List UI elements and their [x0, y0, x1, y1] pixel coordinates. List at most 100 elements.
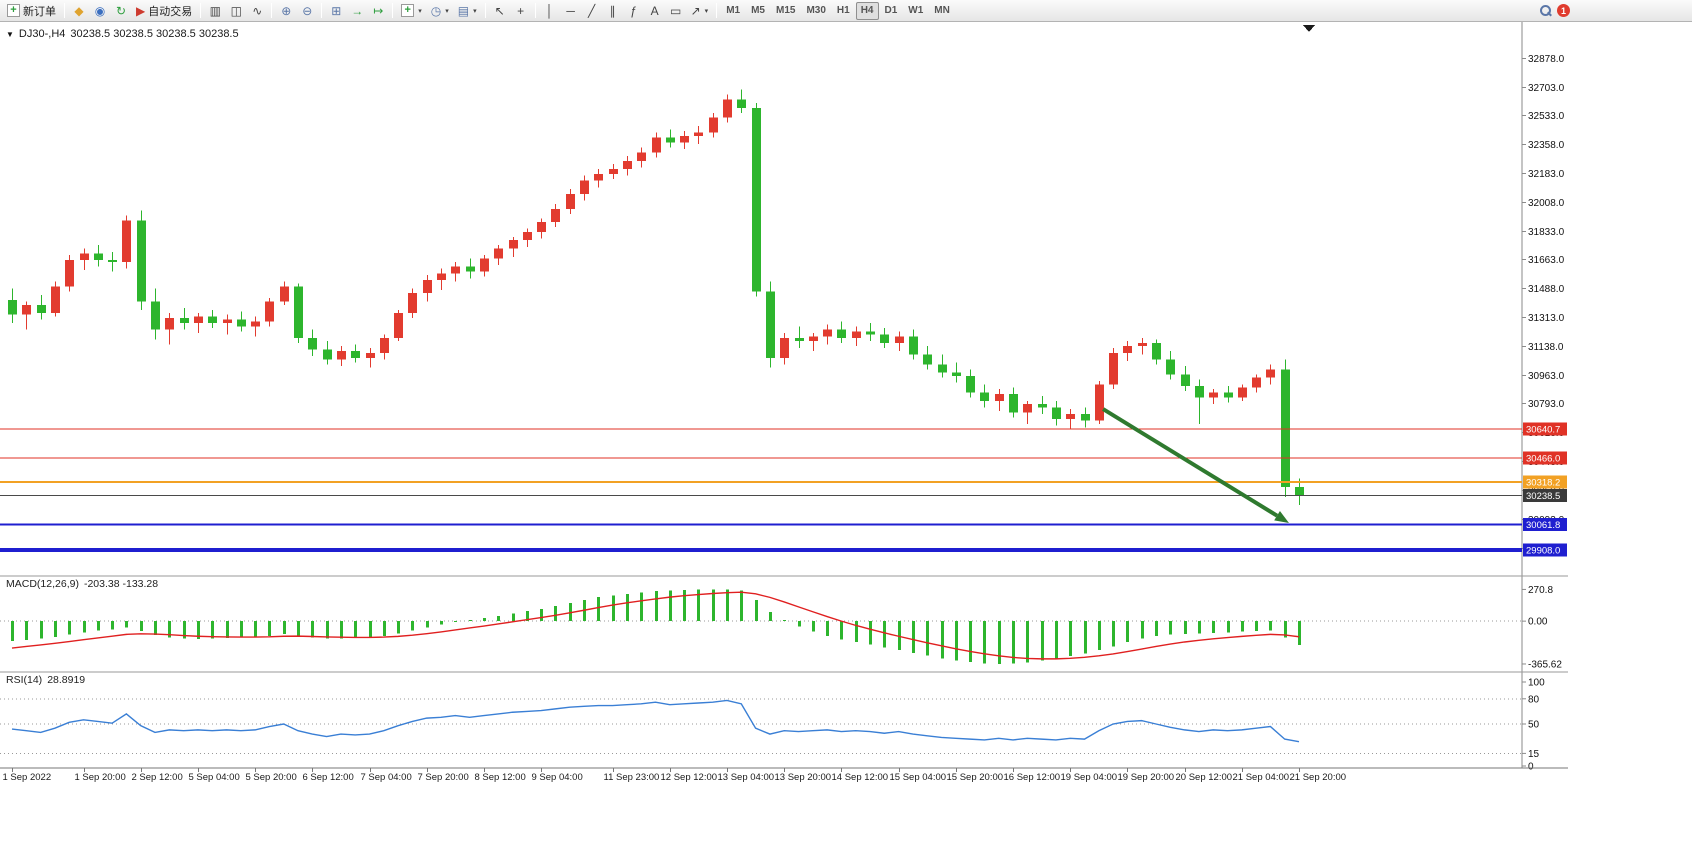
svg-text:13 Sep 20:00: 13 Sep 20:00 [775, 772, 832, 783]
svg-text:30963.0: 30963.0 [1528, 371, 1565, 382]
timeframe-d1-button[interactable]: D1 [884, 5, 898, 16]
new-order-icon: + [7, 4, 20, 17]
horizontal-line-button[interactable]: ─ [561, 2, 581, 20]
svg-text:2 Sep 12:00: 2 Sep 12:00 [132, 772, 183, 783]
notification-badge[interactable]: 1 [1557, 4, 1570, 17]
price-axis: 32878.0 32703.0 32533.0 32358.0 32183.0 32008… [1521, 22, 1565, 768]
arrows-icon: ↗ [690, 3, 701, 18]
horizontal-lines[interactable] [0, 428, 1522, 553]
dropdown-caret-icon: ▾ [473, 7, 477, 15]
svg-text:15 Sep 20:00: 15 Sep 20:00 [947, 772, 1004, 783]
trend-arrow[interactable] [1102, 407, 1289, 523]
svg-text:30466.0: 30466.0 [1526, 453, 1560, 464]
autotrading-icon: ▶ [136, 3, 146, 18]
timeframe-h4-button[interactable]: H4 [855, 1, 879, 20]
search-button[interactable] [1535, 2, 1556, 20]
toolbar-separator [271, 3, 273, 18]
timeframe-w1-button[interactable]: W1 [908, 5, 924, 16]
trendline-button[interactable]: ╱ [582, 2, 602, 20]
vertical-line-button[interactable]: │ [540, 2, 560, 20]
bar-chart-icon: ▥ [209, 3, 221, 18]
timeframe-m15-button[interactable]: M15 [776, 5, 796, 16]
svg-text:15: 15 [1528, 749, 1540, 760]
autotrading-label: 自动交易 [148, 5, 193, 18]
svg-text:31313.0: 31313.0 [1528, 313, 1565, 324]
time-axis[interactable]: 1 Sep 2022 1 Sep 20:00 2 Sep 12:00 5 Sep 04… [0, 767, 1568, 783]
clock-icon: ◷ [430, 3, 442, 18]
indicators-button[interactable]: + ▾ [397, 2, 426, 20]
zoom-in-icon: ⊕ [281, 3, 292, 18]
megaphone-icon: ◆ [74, 3, 84, 18]
chart-canvas[interactable]: 32878.0 32703.0 32533.0 32358.0 32183.0 32008… [0, 22, 1692, 849]
timeframe-m1-button[interactable]: M1 [726, 5, 741, 16]
price-tags: 30640.7 30466.0 30318.2 30238.5 30061.8 29908… [1523, 422, 1567, 557]
line-chart-button[interactable]: ∿ [247, 2, 267, 20]
toolbar-separator [484, 3, 486, 18]
periods-button[interactable]: ◷ ▾ [427, 2, 453, 20]
crosshair-button[interactable]: + [511, 2, 531, 20]
autoscroll-button[interactable]: → [347, 2, 367, 20]
autotrading-button[interactable]: ▶ 自动交易 [132, 2, 196, 20]
refresh-button[interactable]: ↻ [111, 2, 131, 20]
svg-text:32878.0: 32878.0 [1528, 54, 1565, 65]
svg-text:1 Sep 20:00: 1 Sep 20:00 [75, 772, 126, 783]
svg-text:9 Sep 04:00: 9 Sep 04:00 [532, 772, 583, 783]
bar-chart-button[interactable]: ▥ [205, 2, 225, 20]
label-icon: ▭ [669, 3, 682, 18]
svg-text:30793.0: 30793.0 [1528, 399, 1565, 410]
svg-text:1 Sep 2022: 1 Sep 2022 [3, 772, 52, 783]
fibonacci-button[interactable]: ƒ [624, 2, 644, 20]
candles [8, 89, 1304, 506]
toolbar: + 新订单 ◆ ◉ ↻ ▶ 自动交易 ▥ ◫ ∿ ⊕ ⊖ ⊞ → ↦ + ▾ [0, 0, 1692, 22]
channel-button[interactable]: ∥ [603, 2, 623, 20]
templates-button[interactable]: ▤ ▾ [454, 2, 481, 20]
svg-text:30238.5: 30238.5 [1526, 491, 1560, 502]
price-shift-marker[interactable] [1303, 25, 1315, 32]
cursor-button[interactable]: ↖ [490, 2, 510, 20]
dropdown-caret-icon: ▾ [445, 7, 449, 15]
chart-shift-button[interactable]: ↦ [368, 2, 388, 20]
svg-text:15 Sep 04:00: 15 Sep 04:00 [890, 772, 947, 783]
toolbar-separator [392, 3, 394, 18]
megaphone-button[interactable]: ◆ [69, 2, 89, 20]
svg-text:11 Sep 23:00: 11 Sep 23:00 [604, 772, 660, 783]
svg-text:12 Sep 12:00: 12 Sep 12:00 [661, 772, 718, 783]
zoom-in-button[interactable]: ⊕ [276, 2, 296, 20]
macd-panel: 270.8 0.00 -365.62 [0, 585, 1562, 670]
timeframe-m30-button[interactable]: M30 [806, 5, 826, 16]
svg-text:31488.0: 31488.0 [1528, 284, 1565, 295]
svg-text:19 Sep 04:00: 19 Sep 04:00 [1061, 772, 1118, 783]
text-button[interactable]: A [645, 2, 665, 20]
zoom-out-button[interactable]: ⊖ [297, 2, 317, 20]
candlestick-icon: ◫ [230, 3, 242, 18]
new-order-label: 新订单 [23, 5, 56, 18]
svg-text:5 Sep 04:00: 5 Sep 04:00 [189, 772, 240, 783]
timeframe-h1-button[interactable]: H1 [836, 5, 850, 16]
svg-text:7 Sep 20:00: 7 Sep 20:00 [418, 772, 469, 783]
dropdown-caret-icon: ▾ [704, 7, 709, 15]
arrows-button[interactable]: ↗ ▾ [687, 2, 713, 20]
svg-text:0.00: 0.00 [1528, 617, 1548, 628]
svg-text:80: 80 [1528, 694, 1540, 705]
candlestick-button[interactable]: ◫ [226, 2, 246, 20]
timeframe-mn-button[interactable]: MN [934, 5, 950, 16]
toolbar-separator [64, 3, 65, 18]
svg-text:21 Sep 04:00: 21 Sep 04:00 [1233, 772, 1290, 783]
autoscroll-icon: → [351, 3, 364, 18]
svg-text:5 Sep 20:00: 5 Sep 20:00 [246, 772, 297, 783]
svg-text:16 Sep 12:00: 16 Sep 12:00 [1004, 772, 1061, 783]
community-icon: ◉ [94, 3, 106, 18]
tile-windows-button[interactable]: ⊞ [326, 2, 346, 20]
new-order-button[interactable]: + 新订单 [3, 2, 60, 20]
chart-window: 32878.0 32703.0 32533.0 32358.0 32183.0 32008… [0, 22, 1692, 849]
svg-text:30061.8: 30061.8 [1526, 520, 1560, 531]
timeframe-m5-button[interactable]: M5 [751, 5, 765, 16]
svg-text:30640.7: 30640.7 [1526, 424, 1560, 435]
channel-icon: ∥ [609, 3, 616, 18]
cursor-icon: ↖ [494, 3, 505, 18]
text-icon: A [650, 3, 659, 18]
label-button[interactable]: ▭ [666, 2, 686, 20]
timeframe-group: M1 M5 M15 M30 H1 H4 D1 W1 MN [721, 1, 955, 20]
community-button[interactable]: ◉ [90, 2, 110, 20]
toolbar-separator [200, 3, 202, 18]
